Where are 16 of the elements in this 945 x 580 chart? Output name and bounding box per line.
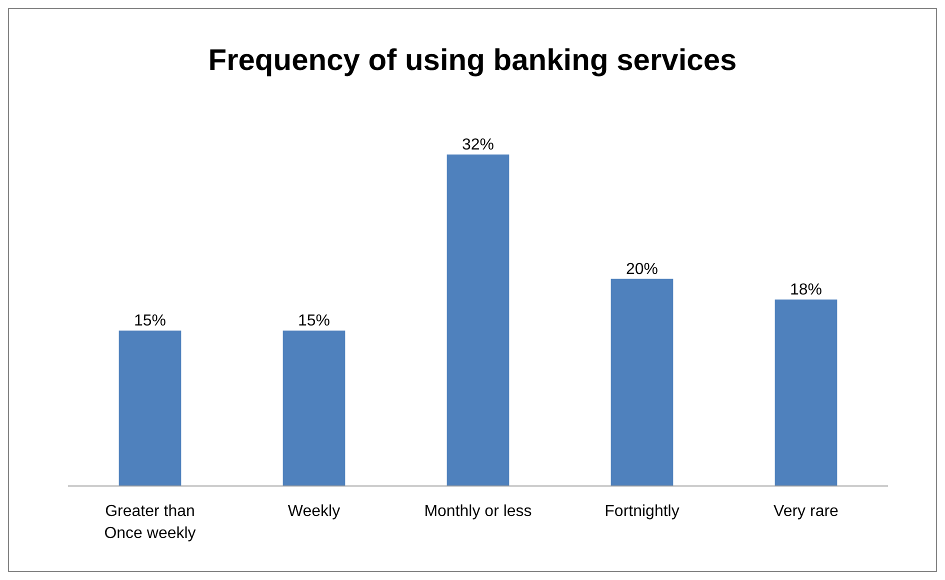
bar bbox=[446, 154, 510, 486]
chart-title: Frequency of using banking services bbox=[208, 44, 737, 77]
data-label: 18% bbox=[790, 282, 822, 299]
bar bbox=[282, 330, 346, 486]
x-tick-label: Fortnightly bbox=[604, 503, 680, 520]
x-tick-label: Very rare bbox=[774, 503, 839, 520]
data-label: 15% bbox=[298, 312, 330, 330]
bar bbox=[610, 278, 674, 486]
x-tick-label: Greater than Once weekly bbox=[104, 503, 196, 542]
data-label: 32% bbox=[462, 136, 494, 154]
x-tick-label: Weekly bbox=[288, 503, 340, 520]
data-label: 20% bbox=[626, 260, 658, 278]
bar bbox=[774, 300, 838, 486]
bar bbox=[118, 330, 182, 486]
x-tick-label: Monthly or less bbox=[424, 503, 532, 520]
data-label: 15% bbox=[134, 312, 166, 330]
